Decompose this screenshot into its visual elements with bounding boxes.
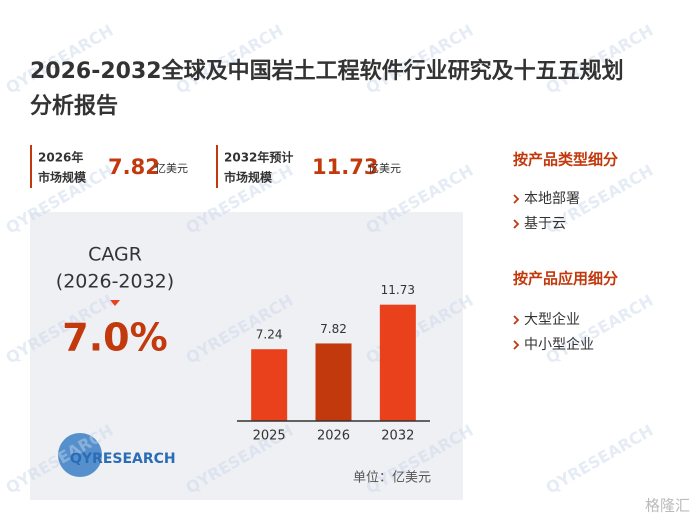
cagr-period: (2026-2032): [56, 271, 174, 293]
x-tick-label: 2026: [317, 429, 350, 444]
sidebar-item: 大型企业: [524, 311, 580, 328]
bar: [315, 343, 352, 421]
watermark: QYRESEARCH: [542, 291, 656, 368]
bullet: [513, 219, 520, 229]
sidebar-heading: 按产品应用细分: [513, 270, 618, 288]
bullet: [513, 194, 520, 204]
title-line: 2026-2032全球及中国岩土工程软件行业研究及十五五规划: [30, 58, 624, 84]
stat-label: 市场规模: [224, 170, 273, 185]
corner-watermark: 格隆汇: [645, 497, 690, 515]
bullet: [513, 315, 520, 325]
x-tick-label: 2025: [253, 429, 286, 444]
stat-label: 2032年预计: [224, 150, 293, 165]
sidebar-item: 本地部署: [524, 191, 580, 207]
title-line: 分析报告: [30, 94, 118, 119]
data-label: 7.24: [256, 328, 283, 342]
bar: [251, 349, 288, 421]
cagr-label: CAGR: [88, 244, 142, 266]
stat-value: 11.73: [312, 155, 378, 179]
data-label: 7.82: [320, 322, 347, 336]
unit-note: 单位：亿美元: [353, 471, 431, 486]
bar: [379, 304, 416, 421]
x-tick-label: 2032: [381, 429, 414, 444]
stat-rule: [30, 145, 32, 188]
stat-unit: 亿美元: [155, 162, 188, 175]
sidebar-item: 中小型企业: [524, 336, 594, 353]
stat-label: 市场规模: [38, 170, 87, 185]
cagr-value: 7.0%: [62, 316, 167, 360]
sidebar-item: 基于云: [524, 215, 566, 232]
logo-text: QYRESEARCH: [70, 451, 176, 467]
data-label: 11.73: [381, 283, 415, 297]
stat-rule: [216, 145, 218, 188]
logo-globe: [58, 433, 102, 477]
stat-value: 7.82: [108, 155, 160, 179]
stat-unit: 亿美元: [368, 162, 401, 175]
pointer: [110, 300, 120, 306]
stat-label: 2026年: [38, 150, 83, 165]
bullet: [513, 340, 520, 350]
watermark: QYRESEARCH: [542, 421, 656, 498]
sidebar-heading: 按产品类型细分: [513, 151, 618, 169]
